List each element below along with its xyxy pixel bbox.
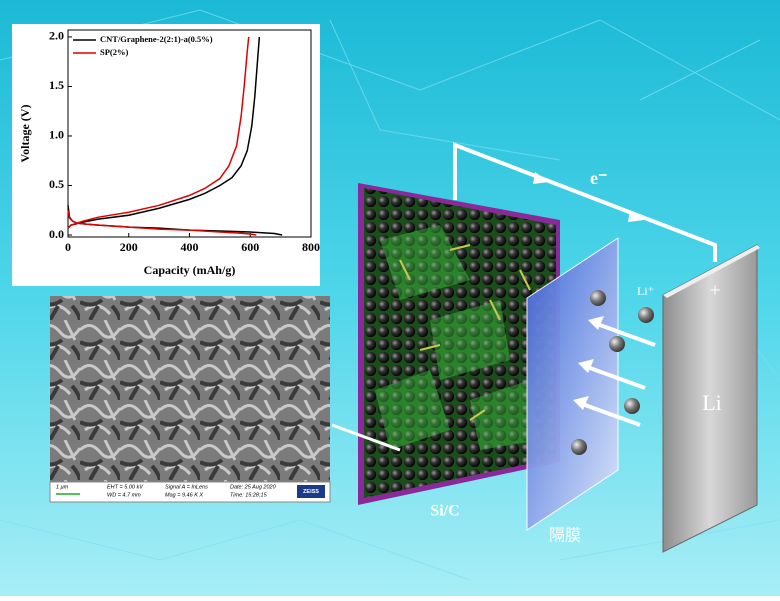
y-tick-label: 0.0 [49,227,64,241]
plate-edge [663,245,760,298]
data-line [67,36,257,236]
separator [526,237,619,531]
chart-panel [12,24,320,286]
y-tick-label: 0.5 [49,177,64,191]
y-tick-label: 2.0 [49,29,64,43]
sem-date: Date: 25 Aug 2020 [230,484,277,490]
sem-image [50,296,330,482]
sem-mag: Mag = 9.46 K X [165,492,203,498]
y-axis-label: Voltage (V) [18,105,32,163]
brand-box [297,485,325,498]
sem-scale: 1 μm [56,484,69,490]
electron-label: e⁻ [590,168,608,188]
legend-label: CNT/Graphene-2(2:1)-a(0.5%) [100,34,213,44]
electrode-spheres [364,188,556,498]
sem-signal: Signal A = InLens [165,484,208,490]
legend-label: SP(2%) [100,47,129,57]
li-ion-label: Li⁺ [637,284,654,298]
lithium-label: Li [702,390,722,415]
x-tick-label: 0 [65,240,71,254]
anode-label: Si/C [430,503,459,520]
sem-time: Time: 15:28:15 [230,492,268,498]
ion-arrows [573,316,656,427]
plus-label: + [709,280,720,302]
separator-label: 隔膜 [549,526,581,545]
x-tick-label: 800 [302,240,320,254]
cnt [399,244,531,421]
sem-eht: EHT = 5.00 kV [107,484,144,490]
x-tick-label: 600 [241,240,259,254]
pointer [331,423,401,452]
li-ions [571,290,654,455]
sem-brand: ZEISS [303,489,319,495]
x-tick-label: 400 [181,240,199,254]
wire-arrow [533,172,644,222]
x-axis-label: Capacity (mAh/g) [144,263,236,277]
x-tick-label: 200 [120,240,138,254]
y-tick-label: 1.5 [49,78,64,92]
y-tick-label: 1.0 [49,128,64,142]
graphene [375,225,540,450]
sem-info-bar [49,481,331,503]
wire [453,142,717,262]
chart: 0 200 400 600 800 0.0 0.5 1.0 1.5 2.0 Capacity (mA… [18,29,320,277]
sem-wd: WD = 4.7 mm [107,492,141,498]
